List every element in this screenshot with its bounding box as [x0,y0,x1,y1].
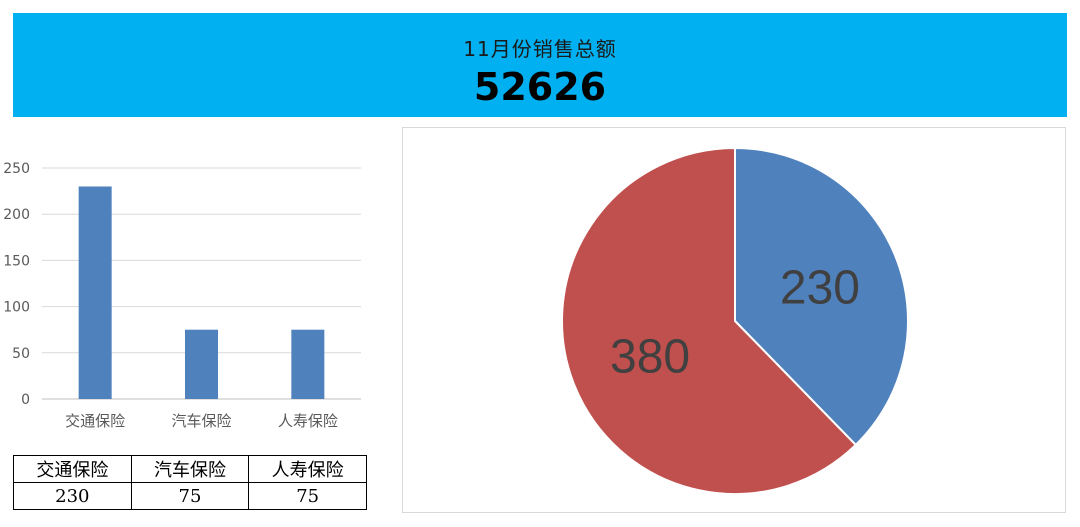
pie-slice [561,146,858,495]
y-tick-label: 50 [12,346,30,362]
sales-subtitle: 11月份销售总额 [463,37,617,61]
pie-chart: 230 380 [561,146,909,495]
x-tick-label: 交通保险 [65,412,125,430]
table-row: 230 75 75 [13,482,367,510]
pie-slice [734,146,909,447]
x-tick-label: 汽车保险 [171,412,231,430]
table-header-cell: 人寿保险 [248,455,367,483]
table-cell: 75 [248,482,367,510]
pie-data-label: 380 [610,331,690,384]
table-cell: 230 [13,482,132,510]
pie-chart-frame: 230 380 [402,127,1066,513]
sales-total: 52626 [473,65,607,109]
pie-data-label: 230 [780,261,860,314]
y-tick-label: 100 [3,300,30,316]
y-tick-label: 200 [3,207,30,223]
y-tick-label: 150 [3,253,30,269]
bar [78,186,112,399]
table-cell: 75 [130,482,250,510]
bar [185,329,218,399]
table-header-cell: 交通保险 [13,455,132,483]
data-table: 交通保险 汽车保险 人寿保险 230 75 75 [13,455,367,510]
y-tick-label: 0 [21,392,30,408]
bar-chart: 0 50 100 150 200 250 交通保险 汽车保险 人寿保险 [3,161,361,430]
y-tick-label: 250 [3,161,30,177]
x-tick-label: 人寿保险 [278,412,338,430]
bar [291,329,325,399]
table-header-row: 交通保险 汽车保险 人寿保险 [13,455,367,483]
header-banner: 11月份销售总额 52626 [13,13,1067,117]
table-header-cell: 汽车保险 [130,455,250,483]
